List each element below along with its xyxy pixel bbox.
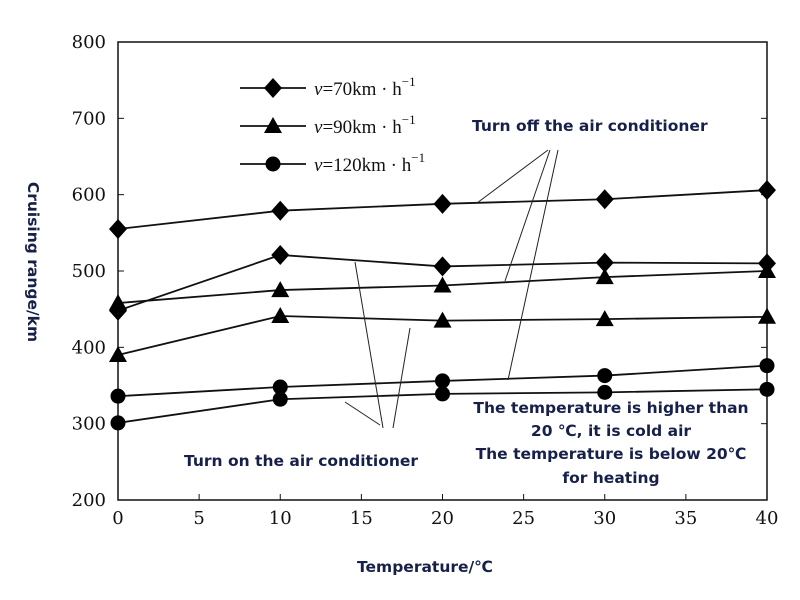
data-point-triangle [595,310,614,327]
data-point-diamond [109,219,127,240]
x-tick-label: 10 [269,508,292,529]
annotation-ac-off: Turn off the air conditioner [472,117,708,135]
data-point-diamond [758,180,776,201]
data-point-diamond [271,244,290,265]
annotation-pointer [507,149,559,381]
data-point-circle [272,391,288,407]
data-point-diamond [595,189,614,210]
x-tick-label: 25 [512,508,535,529]
x-tick-label: 40 [756,508,779,529]
data-point-circle [110,415,126,431]
data-point-triangle [271,281,290,298]
data-point-diamond [595,252,614,273]
annotation-note4: for heating [562,469,659,487]
data-point-diamond [433,193,452,214]
y-tick-label: 400 [72,337,106,358]
x-tick-label: 35 [674,508,697,529]
data-point-circle [759,358,775,374]
data-point-triangle [109,345,127,362]
x-tick-label: 15 [350,508,373,529]
legend-label: v=120km · h−1 [314,150,425,176]
data-point-triangle [433,311,452,328]
data-point-circle [435,386,450,402]
data-point-circle [272,379,288,395]
data-point-circle [597,368,613,384]
legend-marker-triangle [264,117,282,133]
y-axis-label: Cruising range/km [24,182,42,342]
y-tick-label: 200 [72,490,106,511]
annotation-note3: The temperature is below 20℃ [476,445,747,463]
x-tick-label: 20 [431,508,454,529]
x-axis-label: Temperature/℃ [357,558,493,576]
annotation-pointer [476,149,549,204]
legend-label: v=70km · h−1 [314,74,416,100]
data-point-triangle [595,268,614,285]
x-tick-label: 0 [112,508,123,529]
y-tick-label: 600 [72,185,106,206]
legend-marker-circle [265,156,281,172]
data-point-triangle [433,276,452,293]
data-point-circle [759,381,775,397]
legend-marker-diamond [264,78,282,98]
data-point-circle [597,384,613,400]
annotation-pointer [392,327,411,429]
data-point-circle [435,373,450,389]
x-tick-label: 30 [593,508,616,529]
annotation-ac-on: Turn on the air conditioner [184,452,418,470]
legend-label: v=90km · h−1 [314,112,416,138]
data-point-diamond [433,256,452,277]
annotation-pointer [504,149,551,282]
data-point-triangle [758,262,776,278]
annotation-note1: The temperature is higher than [473,399,748,417]
y-tick-label: 300 [72,414,106,435]
x-tick-label: 5 [193,508,204,529]
data-point-triangle [109,294,127,311]
annotation-pointer [354,261,384,429]
data-point-circle [110,388,126,404]
data-point-diamond [271,200,290,221]
y-tick-label: 700 [72,108,106,129]
annotation-pointer [344,401,381,426]
annotation-note2: 20 ℃, it is cold air [531,422,691,440]
data-point-triangle [758,307,776,324]
y-tick-label: 800 [72,32,106,53]
y-tick-label: 500 [72,261,106,282]
data-point-triangle [271,307,290,324]
